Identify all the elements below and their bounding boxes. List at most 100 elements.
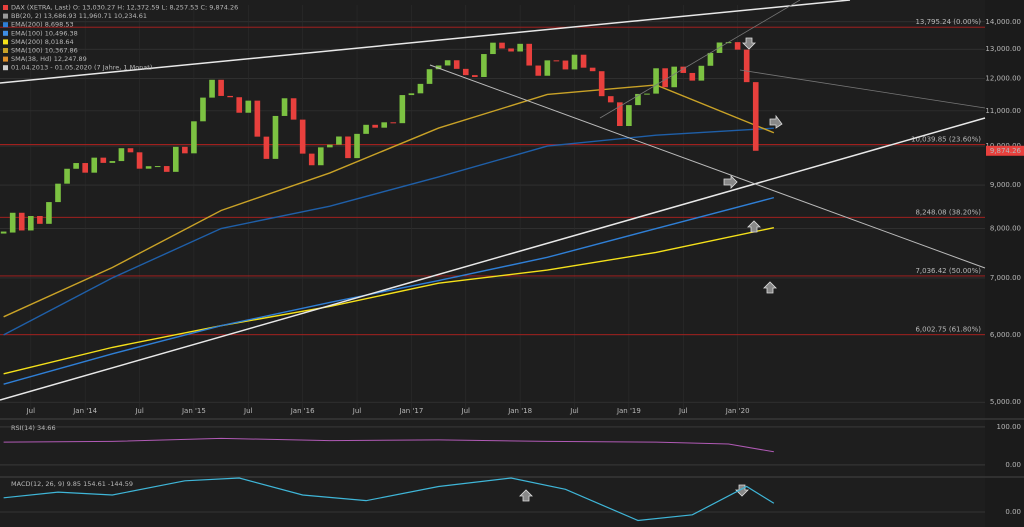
y-tick-label: 11,000.00 [985, 107, 1021, 115]
candle [245, 100, 252, 113]
candle [671, 66, 677, 88]
arrow-icon [519, 489, 533, 502]
candle [37, 216, 43, 224]
legend-swatch [3, 30, 8, 36]
macd-line [3, 477, 775, 522]
level-label: 10,039.85 (23.60%) [911, 136, 981, 144]
y-tick-label: 5,000.00 [990, 398, 1021, 406]
candle [644, 93, 650, 95]
candle [453, 60, 460, 69]
candle [191, 121, 197, 154]
overlay-line [3, 127, 774, 336]
candle [635, 93, 641, 106]
overlay-line [3, 227, 775, 375]
candle [272, 115, 279, 159]
overlay-line [3, 196, 775, 385]
candle [535, 65, 542, 76]
rsi-line [3, 437, 774, 453]
candle [589, 67, 596, 72]
candle [725, 42, 732, 44]
candle [662, 68, 668, 88]
candle [734, 42, 741, 50]
candle [607, 96, 614, 103]
candle [109, 161, 116, 163]
candle [18, 212, 25, 231]
candle [200, 97, 206, 122]
axis-area [985, 0, 1024, 527]
y-tick-label: 100.00 [997, 423, 1022, 431]
candle [145, 166, 152, 169]
candle [417, 83, 424, 94]
candle [118, 148, 125, 162]
candle [444, 60, 451, 66]
legend-entry: SMA(38, Hd) 12,247.89 [11, 55, 87, 63]
candle [562, 60, 569, 70]
price-tag [986, 145, 1024, 156]
candle [517, 43, 523, 52]
level-label: 7,036.42 (50.00%) [915, 267, 981, 275]
legend-swatch [3, 48, 8, 53]
candle [317, 147, 324, 166]
candle [381, 122, 388, 128]
y-tick-label: 8,000.00 [990, 225, 1021, 233]
x-tick-label: Jul [678, 407, 688, 415]
x-tick-label: Jul [569, 407, 579, 415]
arrow-icon [769, 114, 783, 129]
candle [435, 65, 442, 70]
trend-line [0, 0, 851, 84]
x-tick-label: Jul [243, 407, 253, 415]
candle [299, 119, 306, 154]
x-tick-label: Jan '16 [290, 407, 315, 415]
candle [626, 105, 632, 126]
level-label: 13,795.24 (0.00%) [915, 18, 981, 26]
legend-swatch [3, 56, 8, 62]
candle [209, 79, 215, 98]
legend-swatch [3, 22, 8, 28]
candle [354, 133, 360, 159]
y-tick-label: 9,000.00 [990, 181, 1021, 189]
x-tick-label: Jan '15 [181, 407, 206, 415]
candle [345, 136, 351, 159]
candle [399, 95, 406, 124]
candle [46, 202, 52, 224]
candle [490, 42, 496, 55]
legend-swatch [3, 39, 8, 45]
channel-line [599, 0, 801, 119]
arrow-icon [742, 37, 756, 50]
x-tick-label: Jan '20 [725, 407, 750, 415]
candle [136, 152, 143, 169]
candle [336, 136, 342, 145]
level-label: 8,248.08 (38.20%) [915, 208, 981, 216]
candle [580, 54, 587, 68]
candle [472, 75, 478, 78]
legend-entry: EMA(100) 10,496.38 [11, 29, 78, 37]
arrow-icon [723, 175, 738, 189]
candle [227, 95, 233, 98]
candle [462, 68, 469, 76]
candle [408, 93, 415, 96]
arrow-icon [763, 281, 777, 294]
candle [218, 79, 224, 96]
candle [680, 66, 687, 73]
candle [64, 168, 70, 184]
candle [91, 157, 98, 173]
candle [163, 166, 170, 172]
channel-line [739, 69, 986, 109]
candle [82, 163, 88, 173]
y-tick-label: 0.00 [1005, 508, 1021, 516]
candle [236, 97, 243, 113]
candle [308, 153, 315, 166]
trend-line [429, 64, 986, 269]
candle [499, 42, 505, 49]
x-tick-label: Jul [134, 407, 144, 415]
x-tick-label: Jan '19 [616, 407, 641, 415]
panel-title: RSI(14) 34.66 [11, 424, 56, 432]
arrow-icon [747, 220, 761, 233]
candle [0, 231, 7, 234]
candle [544, 60, 551, 76]
legend-swatch [3, 5, 8, 10]
x-tick-label: Jan '18 [507, 407, 532, 415]
candle [327, 144, 333, 148]
y-tick-label: 13,000.00 [985, 45, 1021, 53]
